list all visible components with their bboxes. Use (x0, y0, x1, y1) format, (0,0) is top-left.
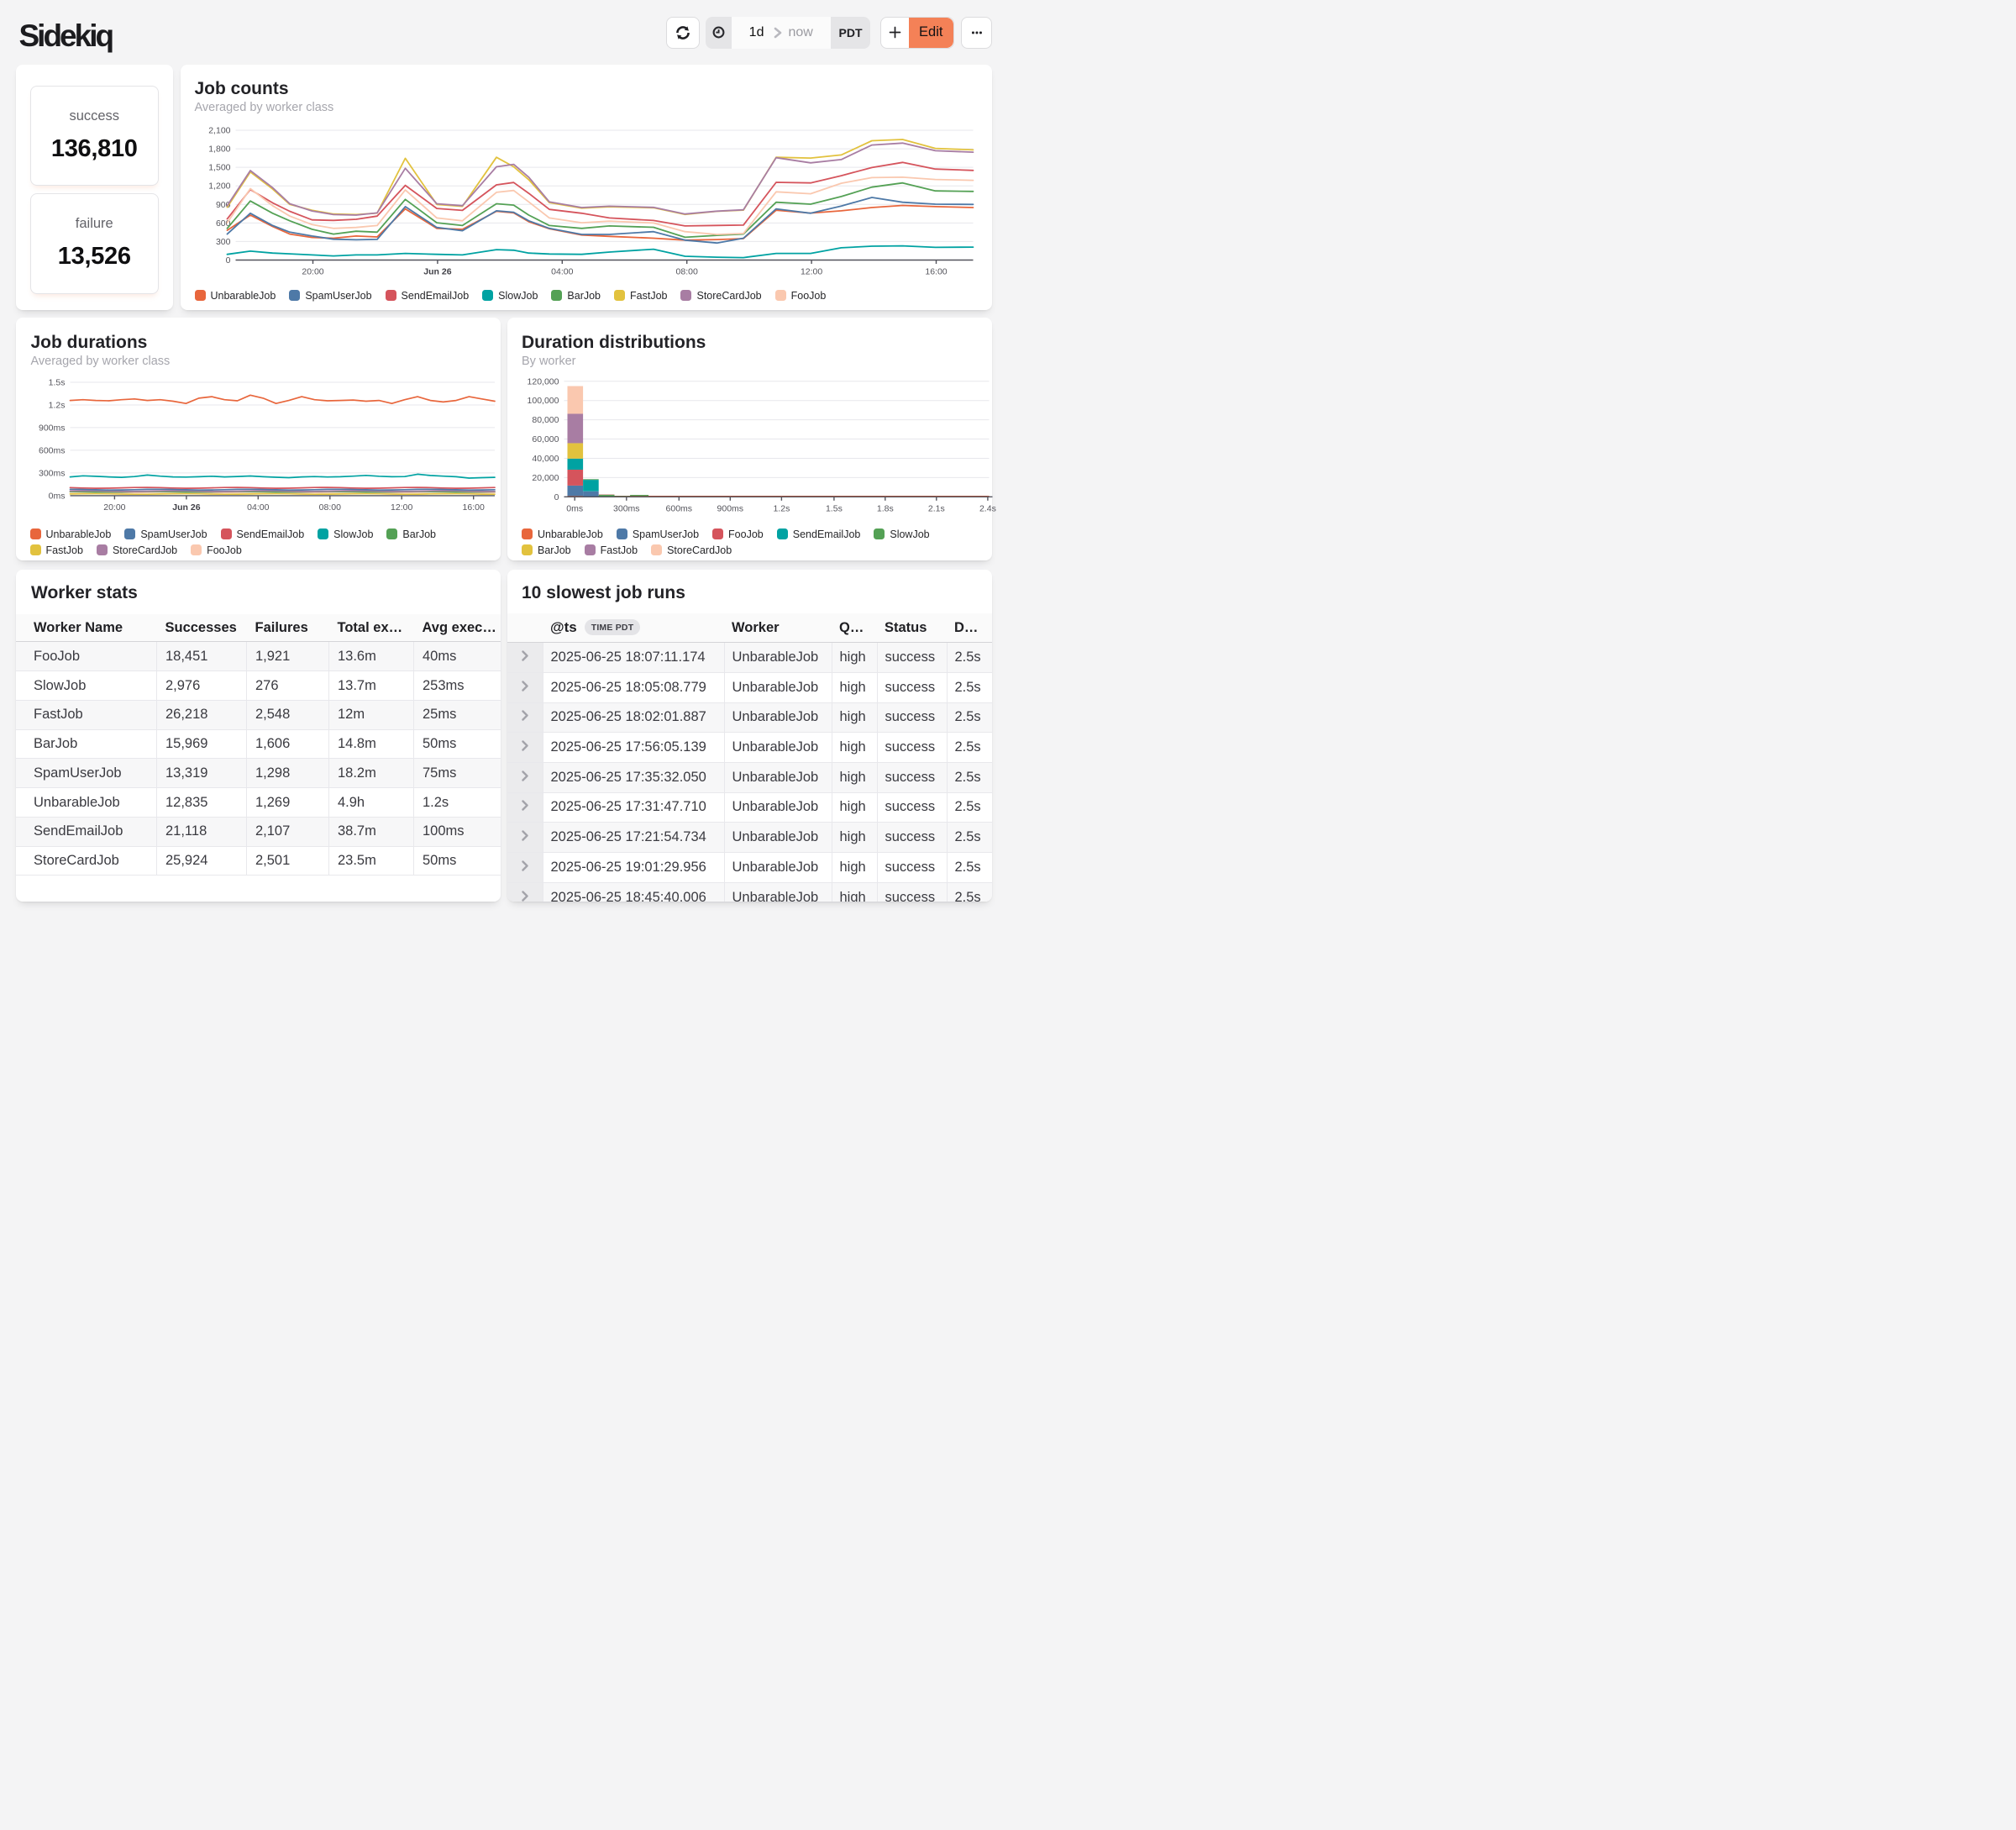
svg-text:04:00: 04:00 (551, 266, 573, 276)
svg-text:16:00: 16:00 (925, 266, 947, 276)
svg-text:1.2s: 1.2s (773, 503, 790, 513)
svg-text:2.1s: 2.1s (928, 503, 945, 513)
svg-text:900ms: 900ms (38, 423, 65, 433)
svg-text:900ms: 900ms (717, 503, 744, 513)
svg-text:300: 300 (215, 236, 230, 246)
svg-text:0ms: 0ms (566, 503, 583, 513)
svg-text:0: 0 (554, 492, 559, 502)
svg-text:600: 600 (215, 218, 230, 228)
svg-text:1.5s: 1.5s (48, 378, 65, 388)
svg-text:20:00: 20:00 (302, 266, 323, 276)
svg-text:2,100: 2,100 (208, 125, 230, 135)
svg-text:60,000: 60,000 (532, 434, 559, 444)
svg-text:300ms: 300ms (613, 503, 640, 513)
svg-text:100,000: 100,000 (528, 396, 559, 406)
svg-text:0: 0 (225, 255, 230, 266)
svg-text:Jun 26: Jun 26 (172, 502, 200, 513)
svg-text:Jun 26: Jun 26 (423, 266, 451, 276)
svg-text:120,000: 120,000 (528, 376, 559, 387)
svg-text:20,000: 20,000 (532, 473, 559, 483)
svg-text:2.4s: 2.4s (979, 503, 996, 513)
svg-text:20:00: 20:00 (103, 502, 125, 513)
svg-text:1.8s: 1.8s (877, 503, 894, 513)
svg-text:0ms: 0ms (48, 491, 65, 501)
svg-text:600ms: 600ms (38, 445, 65, 455)
svg-text:1,500: 1,500 (208, 162, 230, 172)
svg-text:12:00: 12:00 (391, 502, 412, 513)
svg-text:16:00: 16:00 (462, 502, 484, 513)
svg-text:600ms: 600ms (666, 503, 693, 513)
svg-text:1,800: 1,800 (208, 144, 230, 154)
svg-text:04:00: 04:00 (247, 502, 269, 513)
svg-text:300ms: 300ms (38, 468, 65, 478)
svg-text:12:00: 12:00 (800, 266, 822, 276)
svg-text:08:00: 08:00 (318, 502, 340, 513)
svg-text:40,000: 40,000 (532, 454, 559, 464)
svg-text:1.5s: 1.5s (826, 503, 843, 513)
svg-text:08:00: 08:00 (675, 266, 697, 276)
svg-text:1.2s: 1.2s (48, 401, 65, 411)
svg-text:80,000: 80,000 (532, 415, 559, 425)
svg-text:1,200: 1,200 (208, 181, 230, 191)
